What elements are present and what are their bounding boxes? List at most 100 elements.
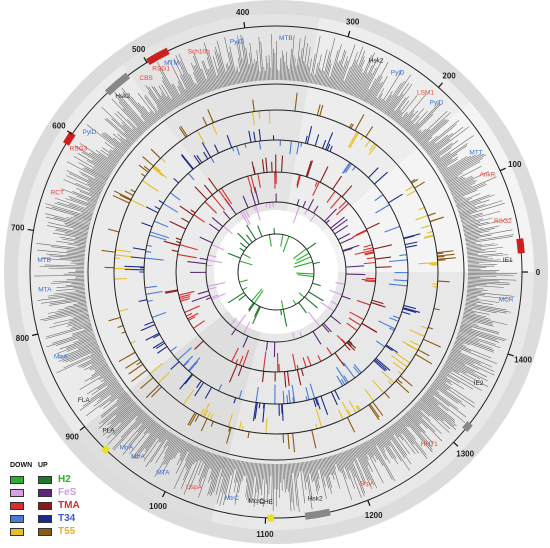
- gc-bar: [381, 431, 402, 462]
- t34-track-bar: [147, 299, 153, 303]
- fes-track-bar: [323, 322, 332, 333]
- legend-item: TMA: [8, 500, 98, 512]
- gc-bar: [113, 413, 147, 451]
- fes-track-bar: [342, 247, 353, 252]
- t55-track-bar: [392, 361, 405, 372]
- gc-bar: [59, 336, 96, 350]
- gc-bar: [50, 298, 86, 304]
- gc-bar: [135, 411, 145, 421]
- gc-bar: [112, 407, 141, 436]
- fes-track-bar: [335, 282, 346, 285]
- tma-track-bar: [211, 194, 226, 211]
- t55-track-bar: [428, 326, 434, 330]
- gc-bar: [120, 411, 146, 438]
- gc-bar: [296, 462, 299, 477]
- t55-track-bar: [316, 104, 321, 116]
- gc-bar: [308, 73, 311, 83]
- gc-bar: [69, 173, 103, 190]
- t55-track-bar: [391, 355, 408, 368]
- gc-bar: [57, 201, 94, 214]
- gc-bar: [421, 136, 433, 147]
- gc-bar: [378, 433, 399, 465]
- gc-bar: [325, 457, 331, 475]
- gc-bar: [467, 279, 500, 282]
- gene-label: MTB: [37, 257, 51, 264]
- gc-bar: [94, 364, 109, 373]
- gc-bar: [402, 415, 433, 450]
- gc-bar: [112, 412, 146, 450]
- gc-bar: [456, 338, 495, 353]
- t34-track-bar: [312, 398, 317, 408]
- gc-bar: [93, 385, 122, 407]
- gc-bar: [151, 85, 170, 113]
- tma-track-bar: [296, 369, 302, 386]
- gc-bar: [51, 246, 86, 251]
- gc-bar: [109, 149, 122, 159]
- t34-track-bar: [402, 308, 417, 314]
- gc-bar: [51, 206, 92, 219]
- tma-track-bar: [371, 299, 384, 305]
- gc-bar: [199, 449, 205, 461]
- gc-bar: [66, 278, 85, 281]
- t34-track-bar: [375, 340, 386, 348]
- gc-bar: [325, 63, 332, 87]
- gc-bar: [461, 319, 476, 324]
- gc-bar: [437, 158, 453, 169]
- gc-bar: [429, 387, 459, 410]
- gc-bar: [100, 373, 114, 383]
- h2-track-bar: [293, 261, 313, 268]
- gc-bar: [466, 246, 503, 252]
- gc-bar: [460, 323, 499, 335]
- scale-tick: [79, 426, 85, 431]
- tma-track-bar: [257, 173, 261, 188]
- gc-bar: [441, 368, 450, 374]
- tma-track-bar: [375, 256, 392, 260]
- t34-track-bar: [130, 256, 145, 259]
- gc-bar: [112, 133, 130, 149]
- gc-bar: [361, 443, 368, 455]
- gc-bar: [442, 153, 484, 178]
- gc-bar: [426, 133, 453, 154]
- gc-bar: [360, 67, 377, 100]
- gc-bar: [130, 96, 154, 125]
- tma-track-bar: [349, 311, 365, 321]
- gc-bar: [46, 253, 85, 258]
- tma-track-bar: [220, 187, 233, 205]
- gc-bar: [417, 112, 451, 143]
- gc-bar: [92, 168, 109, 179]
- fes-track-bar: [207, 282, 226, 287]
- gc-bar: [154, 112, 160, 120]
- gc-bar: [99, 383, 121, 399]
- tma-track-bar: [330, 195, 342, 209]
- gc-bar: [427, 126, 464, 155]
- gc-bar: [393, 100, 410, 121]
- t34-track-bar: [405, 241, 418, 246]
- gc-bar: [74, 145, 114, 171]
- t34-track-bar: [305, 396, 308, 401]
- gc-bar: [137, 417, 151, 433]
- t34-track-bar: [281, 403, 284, 421]
- t34-track-bar: [288, 390, 291, 404]
- gc-bar: [157, 110, 164, 118]
- gc-bar: [134, 414, 148, 430]
- gc-bar: [47, 225, 88, 235]
- gc-bar: [404, 414, 422, 433]
- gc-bar: [337, 453, 347, 480]
- gc-bar: [73, 156, 110, 177]
- gc-bar: [111, 98, 145, 133]
- gc-bar: [414, 129, 427, 140]
- gc-bar: [99, 369, 111, 377]
- gc-bar: [145, 85, 167, 115]
- gc-bar: [435, 143, 468, 166]
- t34-track-bar: [403, 235, 415, 240]
- gc-bar: [212, 56, 223, 88]
- gc-bar: [457, 199, 490, 211]
- gc-bar: [407, 411, 420, 425]
- gc-bar: [384, 430, 392, 441]
- tma-track-bar: [296, 174, 301, 189]
- fes-track-bar: [330, 216, 345, 229]
- fes-track-bar: [211, 217, 224, 227]
- t34-track-bar: [368, 167, 379, 179]
- gene-label: MTT: [469, 150, 482, 157]
